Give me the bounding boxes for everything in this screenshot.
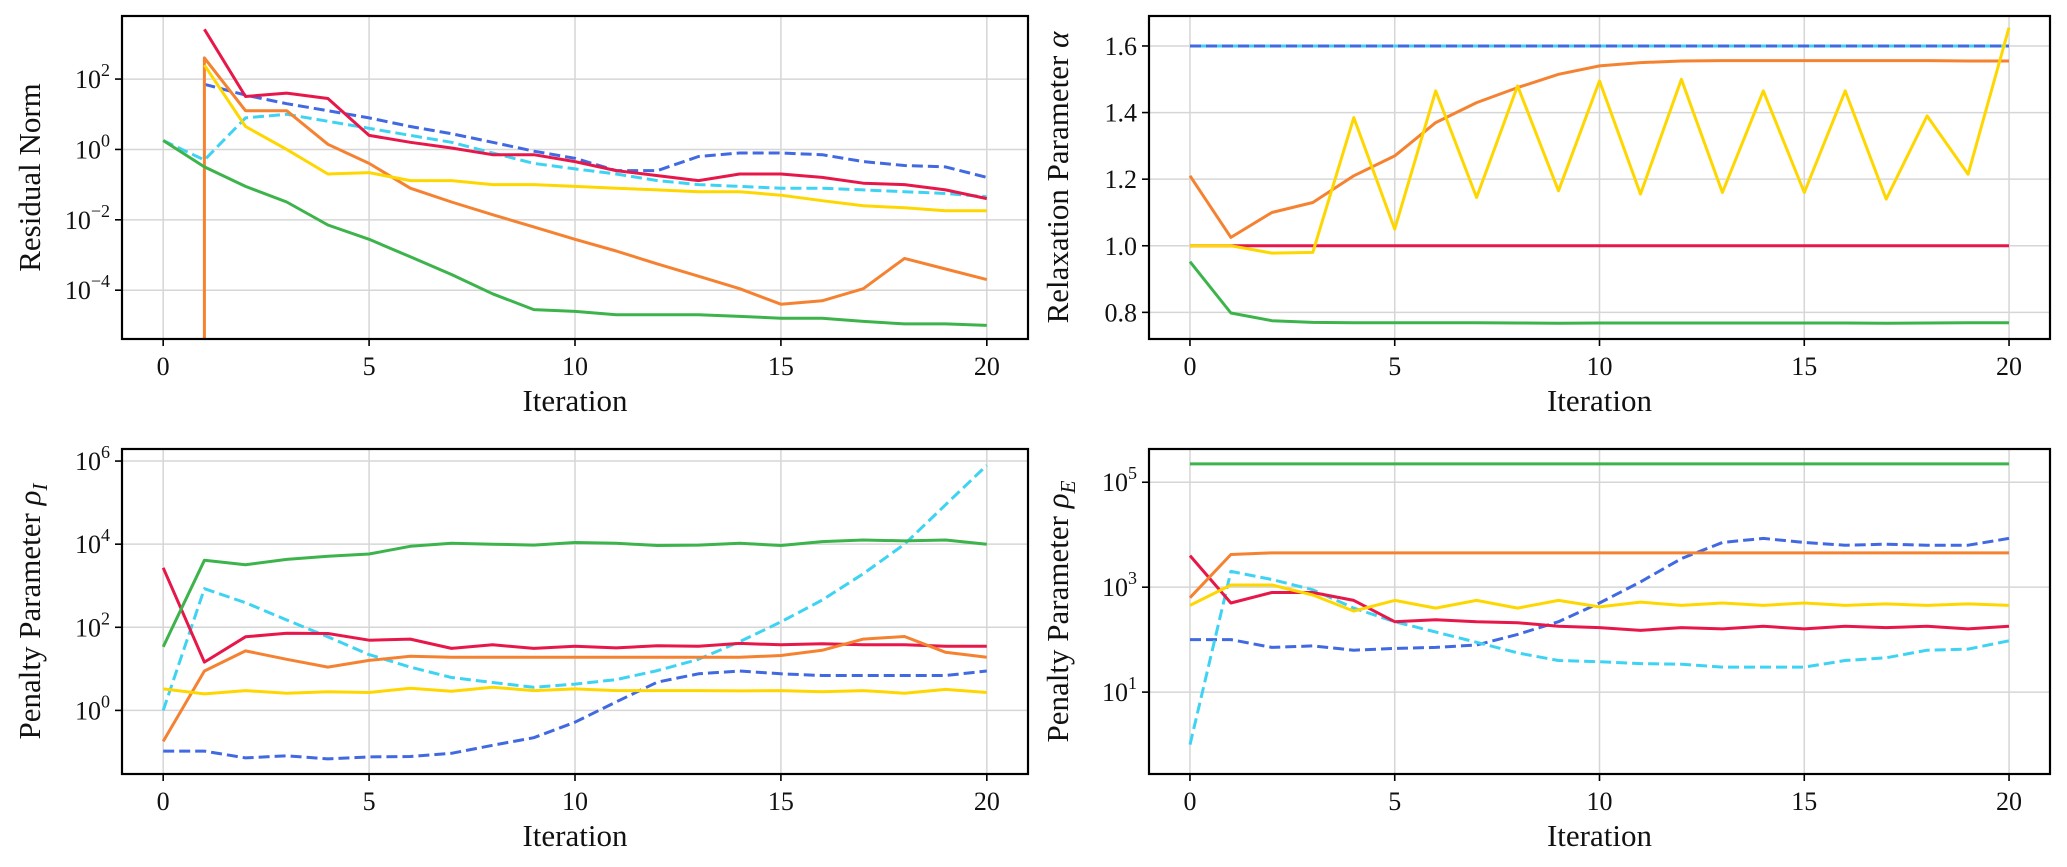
series-line-4	[1188, 59, 2009, 239]
y-tick-label: 1.4	[1105, 99, 1138, 128]
series-line-3	[203, 28, 988, 201]
y-tick-label: 106	[75, 442, 110, 476]
x-tick-label: 5	[363, 787, 376, 816]
x-tick-label: 20	[974, 787, 1000, 816]
x-tick-label: 5	[363, 352, 376, 381]
x-axis-label: Iteration	[522, 818, 628, 853]
y-tick-label: 104	[75, 525, 110, 559]
y-tick-label: 0.8	[1105, 298, 1138, 327]
series-line-6	[162, 139, 987, 327]
series-line-5	[203, 64, 987, 213]
x-tick-label: 10	[1587, 787, 1613, 816]
series-line-3	[1188, 554, 2010, 632]
subplot-1: 0 5 10 15 20 10−4 10−2 100 102 Iteration Residual …	[12, 14, 1030, 418]
y-tick-label: 100	[75, 130, 110, 164]
x-tick-label: 15	[768, 787, 794, 816]
series-line-5	[1190, 27, 2011, 255]
y-tick-label: 10−2	[65, 201, 110, 235]
y-tick-label: 103	[1102, 568, 1137, 602]
subplot-3: 0 5 10 15 20 100 102 104 106 Iteration Penalty Par…	[12, 442, 1030, 853]
x-tick-label: 0	[1183, 787, 1196, 816]
subplot-4: 0 5 10 15 20 101 103 105 Iteration Penalty Parame…	[1040, 447, 2052, 853]
y-tick-label: 101	[1102, 673, 1137, 707]
x-tick-label: 20	[1996, 352, 2022, 381]
y-tick-label: 1.2	[1105, 165, 1138, 194]
series-line-4	[202, 56, 988, 339]
series-line-6	[1188, 260, 2009, 325]
x-axis-label: Iteration	[1547, 383, 1653, 418]
subplot-2: 0 5 10 15 20 0.8 1.0 1.2 1.4 1.6 Iteration Relaxati…	[1040, 14, 2052, 418]
x-axis-label: Iteration	[1547, 818, 1653, 853]
x-tick-label: 5	[1388, 787, 1401, 816]
series-line-2	[162, 112, 987, 199]
x-tick-label: 10	[1587, 352, 1613, 381]
series-line-6	[161, 538, 987, 648]
y-axis-label: Penalty Parameter ρE	[1040, 480, 1080, 742]
x-tick-label: 10	[562, 352, 588, 381]
series-line-3	[161, 567, 987, 664]
x-tick-label: 0	[157, 787, 170, 816]
y-tick-label: 105	[1102, 463, 1137, 497]
y-tick-label: 100	[75, 691, 110, 725]
x-tick-label: 0	[157, 352, 170, 381]
series-group	[162, 28, 988, 339]
series-line-5	[163, 685, 987, 696]
series-line-4	[161, 635, 987, 743]
series-group	[1188, 462, 2010, 745]
y-tick-label: 10−4	[65, 271, 110, 305]
series-line-1	[1190, 536, 2010, 652]
series-line-5	[1189, 583, 2010, 613]
x-tick-label: 15	[768, 352, 794, 381]
series-line-2	[161, 464, 988, 711]
series-line-1	[204, 82, 988, 179]
y-axis-label: Penalty Parameter ρI	[12, 482, 52, 739]
y-tick-label: 102	[75, 60, 110, 94]
series-group	[1188, 27, 2011, 325]
x-axis-label: Iteration	[522, 383, 628, 418]
y-tick-label: 1.0	[1105, 232, 1138, 261]
y-tick-label: 102	[75, 608, 110, 642]
x-tick-label: 20	[1996, 787, 2022, 816]
x-tick-label: 15	[1791, 352, 1817, 381]
y-tick-label: 1.6	[1105, 32, 1138, 61]
y-axis-label: Relaxation Parameter α	[1040, 31, 1075, 323]
x-tick-label: 15	[1791, 787, 1817, 816]
x-tick-label: 5	[1388, 352, 1401, 381]
x-tick-label: 20	[974, 352, 1000, 381]
x-tick-label: 0	[1183, 352, 1196, 381]
series-line-1	[163, 669, 987, 761]
y-axis-label: Residual Norm	[12, 83, 47, 272]
series-line-4	[1188, 551, 2009, 599]
series-group	[161, 464, 988, 761]
x-tick-label: 10	[562, 787, 588, 816]
